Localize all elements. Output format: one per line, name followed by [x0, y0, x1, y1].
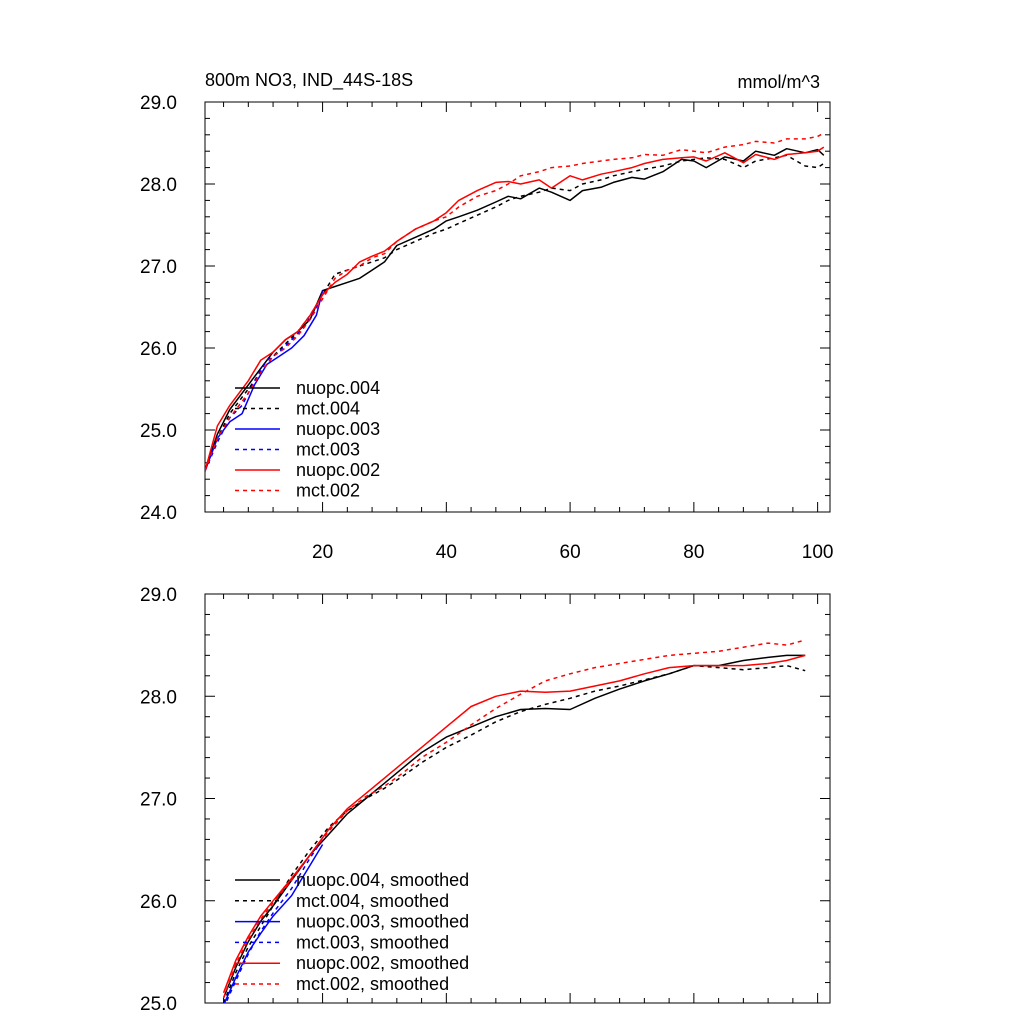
series-line-nuopc-002-smoothed	[222, 654, 806, 994]
series-line-mct-002-smoothed	[222, 639, 806, 999]
y-tick-label: 25.0	[140, 994, 177, 1015]
y-tick-label: 25.0	[140, 421, 177, 442]
y-tick-label: 28.0	[140, 175, 177, 196]
y-tick-label: 27.0	[140, 257, 177, 278]
legend-label: nuopc.003, smoothed	[296, 912, 469, 932]
y-tick-label: 27.0	[140, 790, 177, 811]
legend-label: mct.003, smoothed	[296, 932, 449, 952]
chart-title: 800m NO3, IND_44S-18S	[205, 70, 413, 91]
legend-label: nuopc.004	[296, 378, 380, 398]
legend-label: mct.003	[296, 440, 360, 460]
y-tick-label: 26.0	[140, 339, 177, 360]
x-tick-label: 80	[683, 542, 704, 563]
legend-label: nuopc.002	[296, 460, 380, 480]
series-line-nuopc-003-smoothed	[223, 844, 324, 1003]
series-line-nuopc-002	[205, 146, 825, 472]
y-tick-label: 28.0	[140, 687, 177, 708]
legend-label: mct.002	[296, 481, 360, 501]
units-label: mmol/m^3	[738, 72, 820, 92]
legend-label: nuopc.004, smoothed	[296, 870, 469, 890]
legend-label: nuopc.003	[296, 419, 380, 439]
legend-label: mct.004	[296, 399, 360, 419]
y-tick-label: 29.0	[140, 93, 177, 114]
series-group	[222, 639, 806, 1003]
x-tick-label: 100	[802, 542, 834, 563]
legend-label: mct.002, smoothed	[296, 974, 449, 994]
x-tick-label: 40	[436, 542, 457, 563]
y-tick-label: 29.0	[140, 585, 177, 606]
x-tick-label: 60	[560, 542, 581, 563]
top-panel: 24.0 25.0 26.0 27.0 28.0 29.0 20 40 60 80 100 800m …	[140, 70, 833, 563]
plot-frame	[204, 101, 831, 513]
x-tick-label: 20	[312, 542, 333, 563]
legend-label: mct.004, smoothed	[296, 891, 449, 911]
series-line-mct-002	[205, 132, 825, 472]
y-tick-label: 26.0	[140, 892, 177, 913]
series-group	[205, 132, 825, 472]
series-line-mct-004	[205, 154, 825, 472]
legend-label: nuopc.002, smoothed	[296, 953, 469, 973]
y-tick-label: 24.0	[140, 503, 177, 524]
